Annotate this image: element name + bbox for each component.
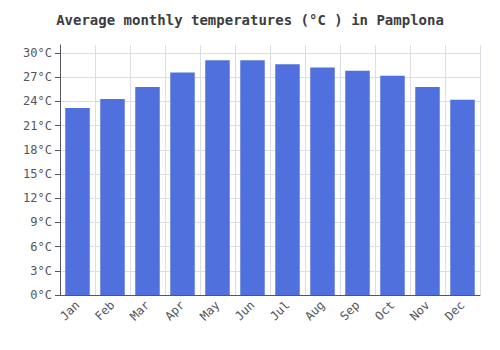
svg-text:Dec: Dec bbox=[442, 298, 467, 323]
svg-text:6°C: 6°C bbox=[30, 240, 52, 254]
svg-text:May: May bbox=[197, 298, 222, 323]
svg-text:Jan: Jan bbox=[57, 298, 82, 323]
svg-text:Mar: Mar bbox=[127, 298, 152, 323]
svg-text:Average monthly temperatures (: Average monthly temperatures (°C ) in Pa… bbox=[56, 12, 444, 28]
svg-text:Apr: Apr bbox=[162, 298, 187, 323]
svg-text:18°C: 18°C bbox=[23, 143, 52, 157]
svg-text:Aug: Aug bbox=[302, 298, 327, 323]
svg-text:Feb: Feb bbox=[92, 298, 117, 323]
svg-text:Oct: Oct bbox=[372, 298, 397, 323]
svg-text:9°C: 9°C bbox=[30, 215, 52, 229]
svg-text:Jul: Jul bbox=[267, 298, 292, 323]
svg-text:24°C: 24°C bbox=[23, 94, 52, 108]
svg-text:12°C: 12°C bbox=[23, 191, 52, 205]
svg-text:30°C: 30°C bbox=[23, 46, 52, 60]
svg-text:Nov: Nov bbox=[407, 298, 432, 323]
svg-text:Jun: Jun bbox=[232, 298, 257, 323]
svg-text:0°C: 0°C bbox=[30, 288, 52, 302]
svg-text:21°C: 21°C bbox=[23, 119, 52, 133]
svg-text:15°C: 15°C bbox=[23, 167, 52, 181]
svg-text:27°C: 27°C bbox=[23, 70, 52, 84]
svg-text:3°C: 3°C bbox=[30, 264, 52, 278]
svg-text:Sep: Sep bbox=[337, 298, 362, 323]
